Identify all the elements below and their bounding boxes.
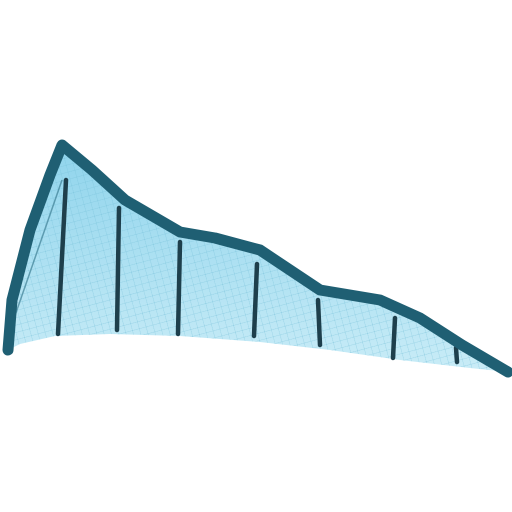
post-7 [453, 345, 460, 365]
sail-mesh [8, 145, 508, 372]
ridge-outline [2, 139, 512, 378]
post-5 [315, 297, 323, 348]
post-6 [390, 315, 398, 361]
post-4 [251, 261, 260, 339]
post-1 [55, 177, 69, 337]
front-rope [9, 179, 63, 331]
post-3 [175, 239, 183, 337]
post-2 [114, 205, 122, 333]
support-posts [55, 177, 460, 365]
